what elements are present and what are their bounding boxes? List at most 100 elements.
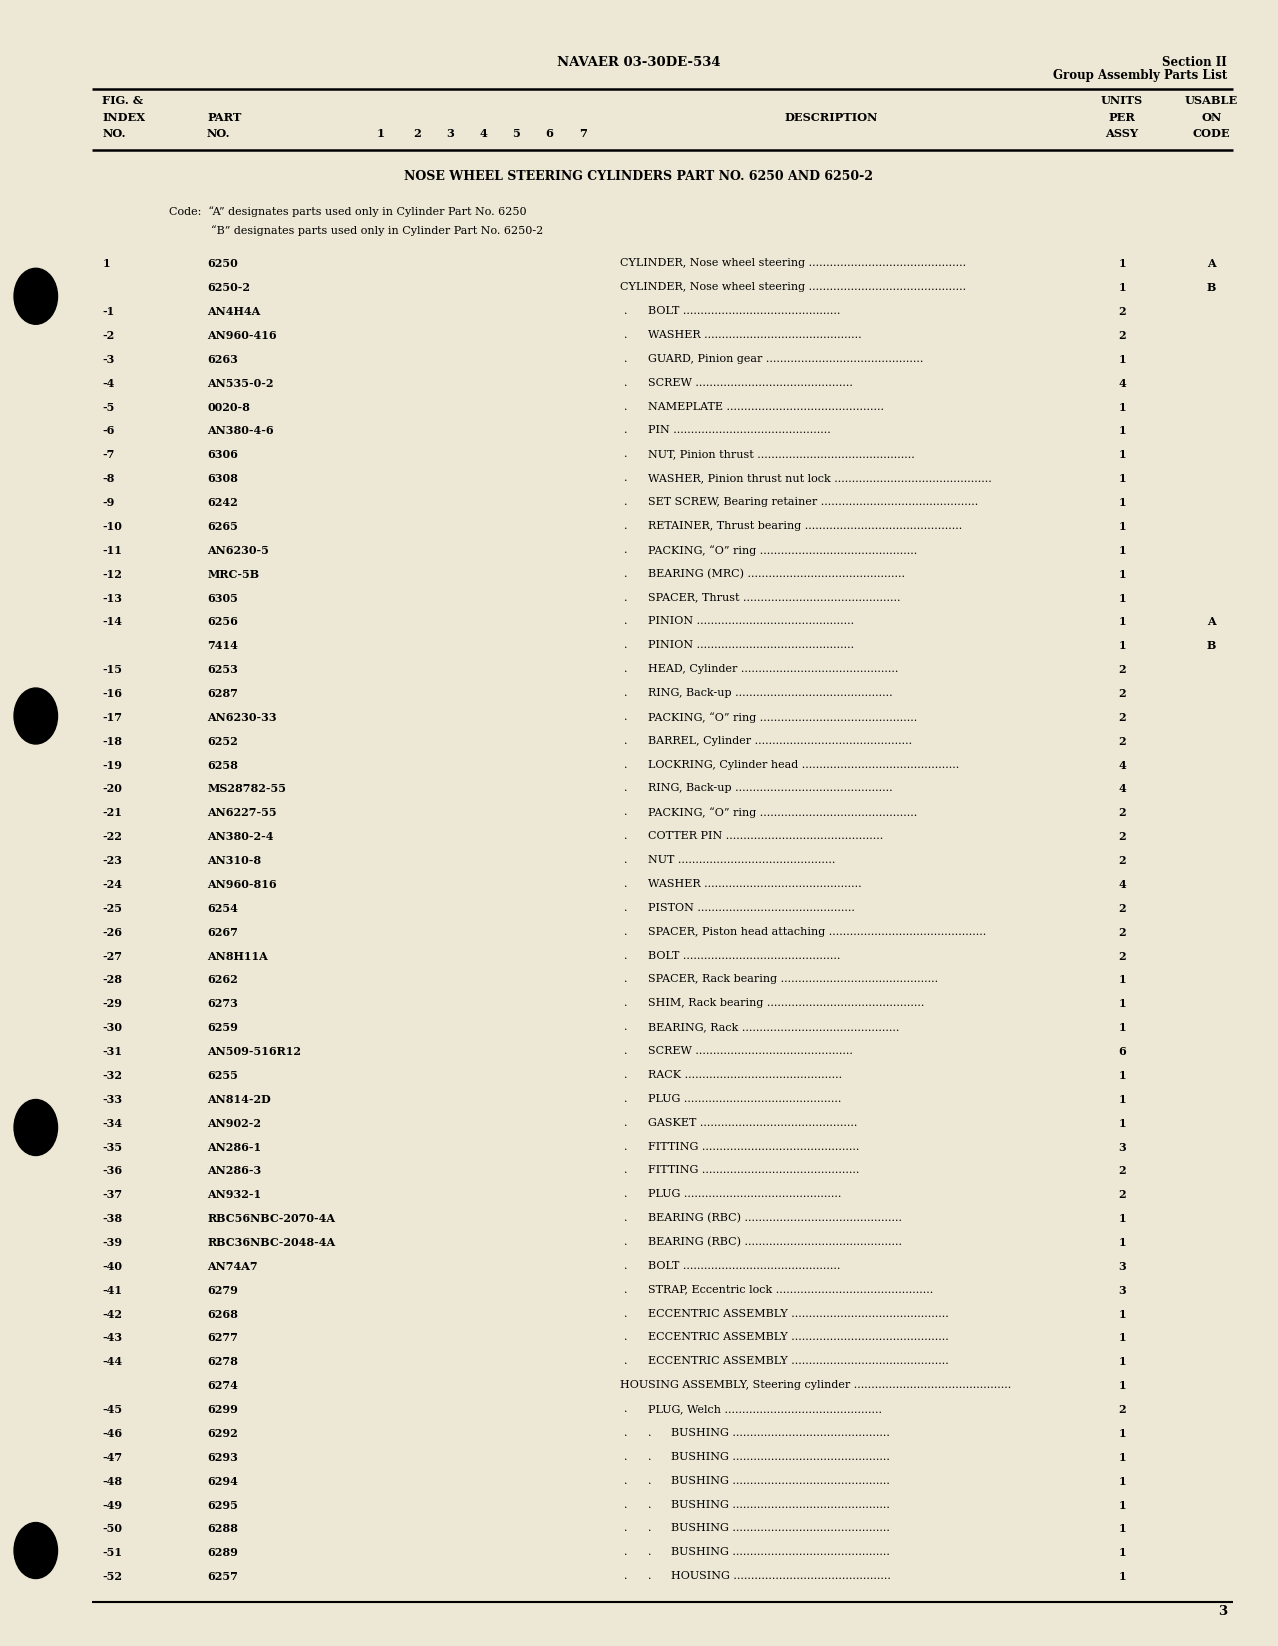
Text: .: . (648, 1570, 652, 1582)
Text: .: . (648, 1547, 652, 1557)
Text: 1: 1 (1118, 474, 1126, 484)
Text: 6292: 6292 (207, 1429, 238, 1439)
Text: AN932-1: AN932-1 (207, 1190, 261, 1200)
Text: NAVAER 03-30DE-534: NAVAER 03-30DE-534 (557, 56, 721, 69)
Text: .: . (624, 1070, 627, 1080)
Text: -50: -50 (102, 1524, 123, 1534)
Text: AN960-416: AN960-416 (207, 329, 276, 341)
Text: Code:  “A” designates parts used only in Cylinder Part No. 6250: Code: “A” designates parts used only in … (169, 206, 527, 217)
Text: .: . (624, 497, 627, 507)
Text: .: . (624, 474, 627, 484)
Text: PER: PER (1108, 112, 1136, 123)
Text: 1: 1 (102, 258, 110, 270)
Text: .: . (624, 1570, 627, 1582)
Text: 6253: 6253 (207, 665, 238, 675)
Text: AN535-0-2: AN535-0-2 (207, 379, 273, 388)
Text: -5: -5 (102, 402, 115, 413)
Text: -25: -25 (102, 902, 123, 914)
Text: -20: -20 (102, 783, 123, 795)
Text: 6273: 6273 (207, 997, 238, 1009)
Text: SPACER, Piston head attaching .............................................: SPACER, Piston head attaching ..........… (648, 927, 987, 937)
Text: RACK .............................................: RACK ...................................… (648, 1070, 842, 1080)
Text: -32: -32 (102, 1070, 123, 1081)
Text: 1: 1 (1118, 1452, 1126, 1463)
Text: CYLINDER, Nose wheel steering .............................................: CYLINDER, Nose wheel steering ..........… (620, 258, 966, 268)
Text: -52: -52 (102, 1570, 123, 1582)
Text: 2: 2 (1118, 329, 1126, 341)
Circle shape (14, 688, 58, 744)
Text: 3: 3 (1118, 1142, 1126, 1152)
Text: -34: -34 (102, 1118, 123, 1129)
Text: 1: 1 (1118, 283, 1126, 293)
Text: 2: 2 (1118, 306, 1126, 318)
Text: .: . (624, 617, 627, 627)
Text: 1: 1 (1118, 570, 1126, 579)
Text: -27: -27 (102, 951, 123, 961)
Text: 3: 3 (1118, 1286, 1126, 1295)
Text: AN6230-5: AN6230-5 (207, 545, 268, 556)
Text: 6277: 6277 (207, 1333, 238, 1343)
Text: 6294: 6294 (207, 1476, 238, 1486)
Text: BUSHING .............................................: BUSHING ................................… (671, 1429, 889, 1439)
Text: 3: 3 (1218, 1605, 1227, 1618)
Text: AN4H4A: AN4H4A (207, 306, 261, 318)
Text: SET SCREW, Bearing retainer .............................................: SET SCREW, Bearing retainer ............… (648, 497, 978, 507)
Text: 6250: 6250 (207, 258, 238, 270)
Text: NUT .............................................: NUT ....................................… (648, 856, 836, 866)
Text: -21: -21 (102, 808, 123, 818)
Text: -31: -31 (102, 1047, 123, 1057)
Text: 5: 5 (512, 128, 520, 140)
Text: SCREW .............................................: SCREW ..................................… (648, 1047, 852, 1057)
Text: 2: 2 (1118, 951, 1126, 961)
Text: 6289: 6289 (207, 1547, 238, 1559)
Text: -4: -4 (102, 379, 115, 388)
Text: NOSE WHEEL STEERING CYLINDERS PART NO. 6250 AND 6250-2: NOSE WHEEL STEERING CYLINDERS PART NO. 6… (405, 170, 873, 183)
Text: -38: -38 (102, 1213, 123, 1225)
Text: .: . (624, 1095, 627, 1104)
Text: 6254: 6254 (207, 902, 238, 914)
Text: BEARING (RBC) .............................................: BEARING (RBC) ..........................… (648, 1213, 902, 1223)
Text: AN8H11A: AN8H11A (207, 951, 268, 961)
Text: .: . (624, 1547, 627, 1557)
Text: .: . (624, 1286, 627, 1295)
Text: FIG. &: FIG. & (102, 95, 143, 107)
Text: MS28782-55: MS28782-55 (207, 783, 286, 795)
Text: BEARING, Rack .............................................: BEARING, Rack ..........................… (648, 1022, 900, 1032)
Text: NAMEPLATE .............................................: NAMEPLATE ..............................… (648, 402, 884, 412)
Text: 6274: 6274 (207, 1379, 238, 1391)
Text: -35: -35 (102, 1142, 123, 1152)
Text: RBC56NBC-2070-4A: RBC56NBC-2070-4A (207, 1213, 335, 1225)
Text: .: . (648, 1524, 652, 1534)
Text: AN902-2: AN902-2 (207, 1118, 261, 1129)
Text: 1: 1 (1118, 997, 1126, 1009)
Text: PACKING, “O” ring .............................................: PACKING, “O” ring ......................… (648, 713, 918, 723)
Text: 1: 1 (1118, 449, 1126, 461)
Text: 2: 2 (1118, 1165, 1126, 1177)
Text: .: . (624, 545, 627, 555)
Text: 6306: 6306 (207, 449, 238, 461)
Text: 6: 6 (546, 128, 553, 140)
Text: .: . (624, 570, 627, 579)
Text: -7: -7 (102, 449, 115, 461)
Text: SPACER, Thrust .............................................: SPACER, Thrust .........................… (648, 593, 901, 602)
Text: BEARING (MRC) .............................................: BEARING (MRC) ..........................… (648, 570, 905, 579)
Text: -13: -13 (102, 593, 123, 604)
Text: PINION .............................................: PINION .................................… (648, 640, 854, 650)
Text: 2: 2 (1118, 688, 1126, 700)
Text: -19: -19 (102, 760, 123, 770)
Text: -42: -42 (102, 1309, 123, 1320)
Text: 1: 1 (1118, 1309, 1126, 1320)
Text: CODE: CODE (1192, 128, 1231, 140)
Text: 1: 1 (1118, 1238, 1126, 1248)
Text: -46: -46 (102, 1429, 123, 1439)
Text: 1: 1 (1118, 1476, 1126, 1486)
Text: WASHER .............................................: WASHER .................................… (648, 879, 861, 889)
Text: 1: 1 (1118, 593, 1126, 604)
Text: -18: -18 (102, 736, 123, 747)
Text: BUSHING .............................................: BUSHING ................................… (671, 1524, 889, 1534)
Text: 6257: 6257 (207, 1570, 238, 1582)
Text: HEAD, Cylinder .............................................: HEAD, Cylinder .........................… (648, 665, 898, 675)
Text: A: A (1208, 617, 1215, 627)
Text: .: . (624, 1118, 627, 1128)
Text: 1: 1 (1118, 402, 1126, 413)
